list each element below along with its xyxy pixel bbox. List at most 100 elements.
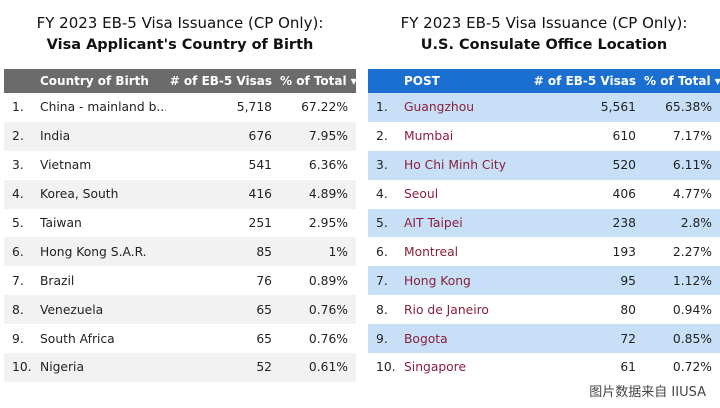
row-visas: 676 <box>166 121 280 151</box>
row-rank: 1. <box>368 93 404 122</box>
rank-header <box>368 69 404 93</box>
row-pct: 1% <box>280 237 356 267</box>
table-header-row: POST # of EB-5 Visas % of Total ▼ <box>368 69 720 93</box>
table-row[interactable]: 2. India 676 7.95% <box>4 121 356 151</box>
country-of-birth-table: Country of Birth # of EB-5 Visas % of To… <box>4 69 357 382</box>
pct-header[interactable]: % of Total ▼ <box>644 69 720 93</box>
row-rank: 5. <box>4 208 40 238</box>
table-row[interactable]: 6. Hong Kong S.A.R. 85 1% <box>4 237 356 267</box>
row-pct: 0.72% <box>644 353 720 382</box>
post-header[interactable]: POST <box>404 69 530 93</box>
row-visas: 52 <box>166 353 280 382</box>
row-name: Singapore <box>404 353 530 382</box>
row-pct: 7.17% <box>644 121 720 151</box>
row-visas: 61 <box>530 353 644 382</box>
row-name: Vietnam <box>40 150 166 180</box>
row-visas: 5,718 <box>166 93 280 122</box>
pct-header-label: % of Total <box>280 74 347 88</box>
row-name: Guangzhou <box>404 93 530 122</box>
row-rank: 2. <box>4 121 40 151</box>
row-rank: 9. <box>4 324 40 354</box>
row-name: Rio de Janeiro <box>404 295 530 325</box>
visas-header[interactable]: # of EB-5 Visas <box>166 69 280 93</box>
row-name: Ho Chi Minh City <box>404 150 530 180</box>
row-pct: 65.38% <box>644 93 720 122</box>
table-row[interactable]: 5. AIT Taipei 238 2.8% <box>368 208 720 238</box>
row-rank: 6. <box>4 237 40 267</box>
left-title-line1: FY 2023 EB-5 Visa Issuance (CP Only): <box>36 14 324 32</box>
pct-header[interactable]: % of Total ▼ <box>280 69 357 93</box>
row-visas: 193 <box>530 237 644 267</box>
row-name: Mumbai <box>404 121 530 151</box>
row-rank: 5. <box>368 208 404 238</box>
country-header[interactable]: Country of Birth <box>40 69 166 93</box>
table-row[interactable]: 9. Bogota 72 0.85% <box>368 324 720 354</box>
table-row[interactable]: 7. Brazil 76 0.89% <box>4 266 356 296</box>
row-visas: 251 <box>166 208 280 238</box>
row-pct: 67.22% <box>280 93 356 122</box>
table-row[interactable]: 7. Hong Kong 95 1.12% <box>368 266 720 296</box>
row-visas: 416 <box>166 179 280 209</box>
row-name: Brazil <box>40 266 166 296</box>
consulate-location-table: POST # of EB-5 Visas % of Total ▼ 1. Guang… <box>368 69 720 382</box>
table-row[interactable]: 10. Singapore 61 0.72% <box>368 353 720 382</box>
right-title-line1: FY 2023 EB-5 Visa Issuance (CP Only): <box>400 14 688 32</box>
row-pct: 0.85% <box>644 324 720 354</box>
consulate-location-rows: 1. Guangzhou 5,561 65.38% 2. Mumbai 610 7.17% 3.… <box>368 93 720 382</box>
row-visas: 85 <box>166 237 280 267</box>
table-row[interactable]: 10. Nigeria 52 0.61% <box>4 353 356 382</box>
row-pct: 0.76% <box>280 295 356 325</box>
visas-header[interactable]: # of EB-5 Visas <box>530 69 644 93</box>
row-name: Venezuela <box>40 295 166 325</box>
table-row[interactable]: 8. Venezuela 65 0.76% <box>4 295 356 325</box>
row-visas: 541 <box>166 150 280 180</box>
consulate-location-panel: FY 2023 EB-5 Visa Issuance (CP Only): U.… <box>368 0 720 382</box>
table-row[interactable]: 3. Ho Chi Minh City 520 6.11% <box>368 150 720 180</box>
row-rank: 2. <box>368 121 404 151</box>
row-visas: 95 <box>530 266 644 296</box>
row-pct: 0.89% <box>280 266 356 296</box>
row-visas: 520 <box>530 150 644 180</box>
row-rank: 4. <box>368 179 404 209</box>
caret-down-icon[interactable]: ▼ <box>350 77 357 86</box>
pct-header-label: % of Total <box>644 74 711 88</box>
rank-header <box>4 69 40 93</box>
right-title-line2: U.S. Consulate Office Location <box>420 37 668 53</box>
table-row[interactable]: 4. Seoul 406 4.77% <box>368 179 720 209</box>
row-rank: 6. <box>368 237 404 267</box>
row-rank: 4. <box>4 179 40 209</box>
row-name: Nigeria <box>40 353 166 382</box>
table-row[interactable]: 6. Montreal 193 2.27% <box>368 237 720 267</box>
row-rank: 3. <box>368 150 404 180</box>
row-pct: 1.12% <box>644 266 720 296</box>
row-visas: 238 <box>530 208 644 238</box>
table-row[interactable]: 3. Vietnam 541 6.36% <box>4 150 356 180</box>
left-title: FY 2023 EB-5 Visa Issuance (CP Only): Vi… <box>4 0 356 56</box>
table-row[interactable]: 9. South Africa 65 0.76% <box>4 324 356 354</box>
table-row[interactable]: 8. Rio de Janeiro 80 0.94% <box>368 295 720 325</box>
country-of-birth-panel: FY 2023 EB-5 Visa Issuance (CP Only): Vi… <box>4 0 357 382</box>
caret-down-icon[interactable]: ▼ <box>714 77 720 86</box>
row-name: Seoul <box>404 179 530 209</box>
table-row[interactable]: 1. China - mainland b... 5,718 67.22% <box>4 93 356 122</box>
row-pct: 2.8% <box>644 208 720 238</box>
row-name: AIT Taipei <box>404 208 530 238</box>
row-pct: 4.89% <box>280 179 356 209</box>
table-row[interactable]: 5. Taiwan 251 2.95% <box>4 208 356 238</box>
table-row[interactable]: 1. Guangzhou 5,561 65.38% <box>368 93 720 122</box>
row-pct: 0.61% <box>280 353 356 382</box>
table-row[interactable]: 2. Mumbai 610 7.17% <box>368 121 720 151</box>
row-rank: 8. <box>4 295 40 325</box>
country-of-birth-rows: 1. China - mainland b... 5,718 67.22% 2. Indi… <box>4 93 356 382</box>
row-name: India <box>40 121 166 151</box>
row-pct: 2.27% <box>644 237 720 267</box>
row-pct: 6.11% <box>644 150 720 180</box>
row-rank: 1. <box>4 93 40 122</box>
row-visas: 65 <box>166 295 280 325</box>
table-row[interactable]: 4. Korea, South 416 4.89% <box>4 179 356 209</box>
row-name: Hong Kong <box>404 266 530 296</box>
table-header-row: Country of Birth # of EB-5 Visas % of To… <box>4 69 357 93</box>
row-rank: 8. <box>368 295 404 325</box>
row-visas: 80 <box>530 295 644 325</box>
row-visas: 76 <box>166 266 280 296</box>
